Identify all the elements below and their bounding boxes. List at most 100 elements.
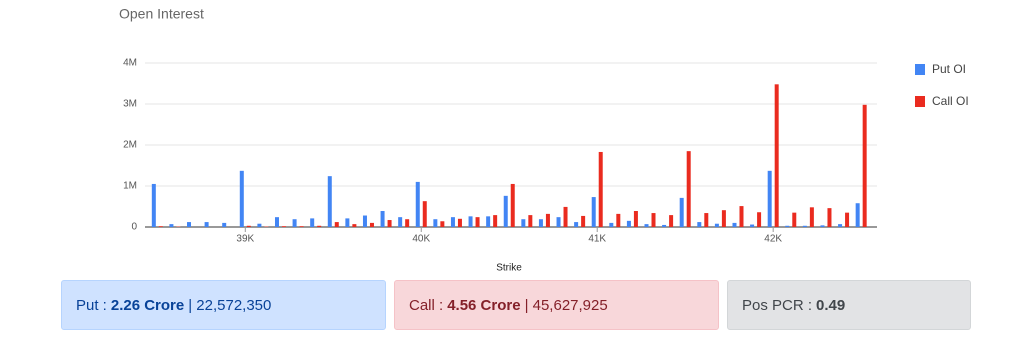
bar <box>556 217 561 227</box>
label: Put : <box>76 296 107 314</box>
bar <box>591 197 596 227</box>
bar <box>862 104 867 227</box>
x-tick-label: 40K <box>412 234 430 245</box>
bar <box>626 220 631 227</box>
bar <box>750 224 755 227</box>
bar <box>669 215 674 227</box>
detail: | 45,627,925 <box>524 296 608 314</box>
bar <box>299 226 304 227</box>
x-tick-label: 41K <box>588 234 606 245</box>
bar <box>686 151 691 227</box>
bar <box>369 222 374 227</box>
x-tick-label: 42K <box>764 234 782 245</box>
y-tick-label: 0 <box>131 222 137 233</box>
bar <box>809 207 814 227</box>
bar <box>334 222 339 227</box>
bar <box>158 226 163 227</box>
bar <box>327 176 332 227</box>
bar <box>697 222 702 227</box>
bar <box>845 212 850 227</box>
bar <box>362 215 367 227</box>
bar <box>292 219 297 227</box>
bar <box>281 226 286 227</box>
bar <box>545 213 550 227</box>
bar <box>493 215 498 227</box>
bar <box>274 217 279 227</box>
bar <box>169 224 174 227</box>
bar <box>345 218 350 227</box>
bar <box>714 223 719 227</box>
value: 2.26 Crore <box>110 296 185 314</box>
legend-swatch <box>915 64 925 75</box>
bar <box>732 222 737 227</box>
bar <box>855 203 860 227</box>
chart-title: Open Interest <box>119 6 204 22</box>
value: 4.56 Crore <box>447 296 521 314</box>
bar <box>486 216 491 227</box>
bar <box>475 217 480 227</box>
bar <box>538 219 543 227</box>
y-tick-label: 3M <box>123 99 137 110</box>
put-summary: Put :2.26 Crore | 22,572,350 <box>61 280 386 330</box>
bar <box>503 195 508 227</box>
bar <box>704 213 709 227</box>
bar <box>785 225 790 227</box>
bar <box>616 213 621 227</box>
label: Call : <box>409 296 444 314</box>
y-tick-label: 4M <box>123 58 137 69</box>
bar <box>679 197 684 227</box>
bar <box>151 183 156 227</box>
bar <box>510 183 515 227</box>
bar <box>662 224 667 227</box>
bar <box>644 224 649 227</box>
bar <box>222 222 227 227</box>
bar <box>317 225 322 227</box>
x-axis-label: Strike <box>496 263 522 274</box>
bar <box>310 218 315 227</box>
bar <box>457 218 462 227</box>
legend-label: Put OI <box>932 62 966 76</box>
bar <box>581 215 586 227</box>
legend-swatch <box>915 96 925 107</box>
bar <box>246 225 251 227</box>
bar <box>792 212 797 227</box>
bar <box>239 170 244 227</box>
bar <box>563 206 568 227</box>
bar <box>187 222 192 227</box>
pcr-summary: Pos PCR :0.49 <box>727 280 971 330</box>
bar <box>405 219 410 227</box>
bar <box>802 225 807 227</box>
bar <box>352 224 357 227</box>
bar <box>387 220 392 227</box>
bar <box>380 211 385 227</box>
bar <box>651 213 656 227</box>
bar <box>598 151 603 227</box>
bar <box>528 215 533 227</box>
bar <box>827 208 832 227</box>
bar <box>739 206 744 227</box>
legend-label: Call OI <box>932 94 969 108</box>
y-tick-label: 2M <box>123 140 137 151</box>
bar <box>450 217 455 227</box>
value: 0.49 <box>816 296 846 314</box>
bar <box>721 210 726 227</box>
bar <box>440 221 445 227</box>
y-tick-label: 1M <box>123 181 137 192</box>
bar <box>774 84 779 227</box>
bar <box>767 170 772 227</box>
bar <box>468 216 473 227</box>
bar <box>820 225 825 227</box>
bar <box>398 217 403 227</box>
bar <box>422 201 427 227</box>
bar <box>838 224 843 227</box>
x-tick-label: 39K <box>236 234 254 245</box>
bar <box>433 219 438 227</box>
bar <box>633 211 638 227</box>
chart: Open Interest Strike 0 1M 2M 3M 4M 39K 40K 41K 4… <box>119 6 969 274</box>
bar <box>204 222 209 227</box>
bar <box>574 222 579 227</box>
bar <box>521 219 526 227</box>
call-summary: Call :4.56 Crore | 45,627,925 <box>394 280 719 330</box>
bar <box>609 222 614 227</box>
